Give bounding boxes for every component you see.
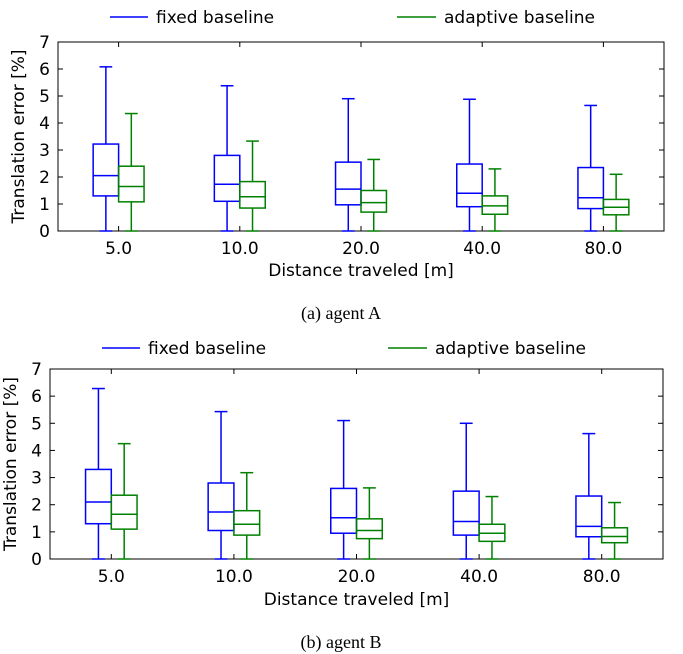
legend-label: adaptive baseline	[444, 8, 595, 28]
x-tick-label: 40.0	[463, 239, 501, 259]
y-tick-label: 0	[31, 550, 42, 570]
box-iqr	[330, 487, 358, 534]
y-tick-label: 6	[39, 60, 50, 80]
box-iqr	[600, 527, 629, 544]
y-tick-label: 3	[31, 469, 42, 489]
legend-label: adaptive baseline	[435, 339, 586, 359]
figure-caption: (b) agent B	[301, 632, 382, 653]
box-iqr	[360, 189, 388, 213]
box-iqr	[233, 509, 261, 536]
legend-label: fixed baseline	[148, 339, 266, 359]
x-axis-label: Distance traveled [m]	[264, 590, 450, 610]
box-iqr	[110, 494, 138, 530]
y-tick-label: 7	[31, 360, 42, 380]
y-tick-label: 7	[39, 33, 50, 53]
box-iqr	[577, 166, 605, 210]
x-tick-label: 5.0	[98, 567, 125, 587]
x-tick-label: 80.0	[583, 567, 621, 587]
y-tick-label: 2	[39, 168, 50, 188]
x-tick-label: 40.0	[460, 567, 498, 587]
box-iqr	[334, 161, 362, 206]
y-tick-label: 1	[39, 195, 50, 215]
box-iqr	[213, 154, 241, 203]
box-iqr	[92, 143, 120, 197]
box-iqr	[117, 165, 145, 203]
y-tick-label: 3	[39, 141, 50, 161]
box-iqr	[455, 163, 483, 208]
box-iqr	[84, 468, 113, 525]
box-iqr	[355, 518, 383, 540]
box-iqr	[452, 490, 480, 536]
x-tick-label: 10.0	[215, 567, 253, 587]
y-axis-label: Translation error [%]	[1, 377, 21, 552]
box-iqr	[575, 495, 603, 538]
x-axis-label: Distance traveled [m]	[268, 261, 454, 281]
y-tick-label: 4	[31, 441, 42, 461]
y-tick-label: 5	[39, 87, 50, 107]
y-tick-label: 2	[31, 496, 42, 516]
box-iqr	[239, 180, 267, 209]
y-tick-label: 6	[31, 387, 42, 407]
x-tick-label: 20.0	[342, 239, 380, 259]
legend-label: fixed baseline	[156, 8, 274, 28]
x-tick-label: 20.0	[338, 567, 376, 587]
x-tick-label: 80.0	[584, 239, 622, 259]
box-iqr	[481, 195, 509, 216]
box-iqr	[207, 482, 235, 532]
y-axis-label: Translation error [%]	[9, 49, 29, 224]
y-tick-label: 0	[39, 222, 50, 242]
figure-caption: (a) agent A	[301, 303, 381, 324]
y-tick-label: 1	[31, 523, 42, 543]
y-tick-label: 5	[31, 414, 42, 434]
x-tick-label: 10.0	[221, 239, 259, 259]
x-tick-label: 5.0	[105, 239, 132, 259]
y-tick-label: 4	[39, 114, 50, 134]
